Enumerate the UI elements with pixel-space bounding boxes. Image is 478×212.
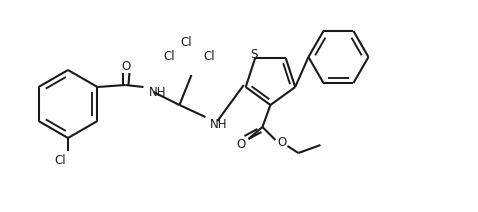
Text: O: O <box>278 137 287 149</box>
Text: S: S <box>250 49 258 61</box>
Text: NH: NH <box>149 85 166 99</box>
Text: Cl: Cl <box>163 50 175 64</box>
Text: O: O <box>122 60 131 74</box>
Text: Cl: Cl <box>204 50 215 64</box>
Text: Cl: Cl <box>181 36 192 49</box>
Text: NH: NH <box>209 119 227 131</box>
Text: O: O <box>237 138 246 151</box>
Text: Cl: Cl <box>54 153 66 166</box>
